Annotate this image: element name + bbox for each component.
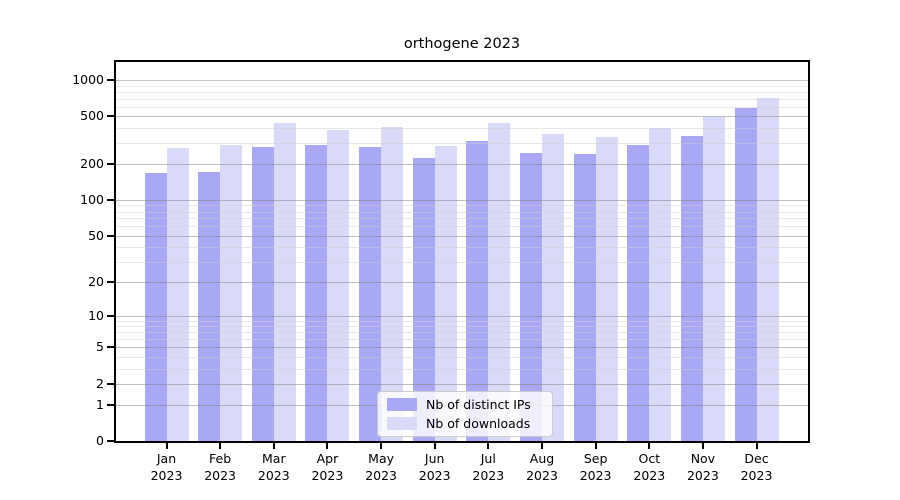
x-tick-mark xyxy=(701,443,704,449)
major-gridline xyxy=(116,200,808,201)
bar-downloads-dec xyxy=(756,97,779,441)
minor-gridline xyxy=(116,226,808,228)
chart-title: orthogene 2023 xyxy=(403,36,521,52)
x-tick-label-sep: Sep 2023 xyxy=(579,451,612,483)
legend: Nb of distinct IPs Nb of downloads xyxy=(377,391,553,437)
major-gridline xyxy=(116,116,808,118)
bar-distinct-ips-may xyxy=(359,146,382,441)
y-tick-label: 5 xyxy=(96,339,104,355)
y-tick-mark xyxy=(107,199,114,201)
y-tick-label: 1000 xyxy=(72,72,104,88)
y-tick-label: 2 xyxy=(96,375,104,391)
bar-distinct-ips-feb xyxy=(198,171,221,441)
plot-area xyxy=(114,60,810,443)
x-tick-label-jan: Jan 2023 xyxy=(150,451,183,483)
y-tick-label: 50 xyxy=(88,227,104,243)
y-tick-label: 1 xyxy=(96,396,104,412)
legend-label: Nb of distinct IPs xyxy=(426,397,531,412)
distinct-ips-swatch xyxy=(387,398,417,411)
x-tick-label-dec: Dec 2023 xyxy=(740,451,773,483)
minor-gridline xyxy=(116,261,808,263)
y-tick-label: 100 xyxy=(80,192,104,207)
major-gridline xyxy=(116,164,808,165)
x-tick-label-aug: Aug 2023 xyxy=(526,451,558,483)
y-tick-label: 20 xyxy=(88,274,104,289)
bar-downloads-aug xyxy=(541,133,564,441)
minor-gridline xyxy=(116,91,808,93)
minor-gridline xyxy=(116,128,808,129)
x-tick-mark xyxy=(380,443,383,449)
bar-distinct-ips-mar xyxy=(251,147,274,441)
x-tick-label-oct: Oct 2023 xyxy=(633,451,666,483)
x-tick-mark xyxy=(433,443,436,449)
y-tick-mark xyxy=(107,403,114,406)
x-tick-label-feb: Feb 2023 xyxy=(204,451,236,483)
minor-gridline xyxy=(116,142,808,144)
x-tick-mark xyxy=(272,443,275,449)
y-tick-mark xyxy=(107,115,114,118)
y-tick-mark xyxy=(107,79,114,82)
y-tick-mark xyxy=(107,382,114,385)
legend-item-downloads: Nb of downloads xyxy=(387,416,543,431)
x-tick-label-jun: Jun 2023 xyxy=(418,451,451,483)
bar-downloads-jan xyxy=(166,148,189,441)
x-tick-mark xyxy=(755,443,758,449)
major-gridline xyxy=(116,80,808,82)
y-tick-label: 0 xyxy=(96,433,104,448)
x-tick-mark xyxy=(165,443,168,449)
x-tick-mark xyxy=(487,443,490,449)
bar-distinct-ips-jul xyxy=(466,140,489,441)
x-tick-label-jul: Jul 2023 xyxy=(472,451,505,483)
y-tick-mark xyxy=(107,346,114,349)
major-gridline xyxy=(116,347,808,349)
minor-gridline xyxy=(116,85,808,87)
y-tick-mark xyxy=(107,440,114,442)
bar-downloads-nov xyxy=(702,116,725,441)
minor-gridline xyxy=(116,368,808,370)
downloads-swatch xyxy=(387,417,417,430)
y-tick-mark xyxy=(107,281,114,283)
minor-gridline xyxy=(116,205,808,207)
minor-gridline xyxy=(116,98,808,100)
x-tick-mark xyxy=(541,443,543,449)
major-gridline xyxy=(116,383,808,385)
bar-distinct-ips-jan xyxy=(144,173,167,441)
bar-downloads-sep xyxy=(595,136,618,441)
minor-gridline xyxy=(116,332,808,334)
major-gridline xyxy=(116,282,808,283)
bar-downloads-jun xyxy=(434,145,457,441)
legend-label: Nb of downloads xyxy=(426,416,531,431)
major-gridline xyxy=(116,315,808,317)
x-tick-mark xyxy=(219,443,222,449)
major-gridline xyxy=(116,235,808,237)
y-tick-mark xyxy=(107,163,114,165)
minor-gridline xyxy=(116,339,808,341)
y-tick-mark xyxy=(107,234,114,237)
x-tick-mark xyxy=(648,443,651,449)
minor-gridline xyxy=(116,211,808,213)
grid-layer xyxy=(116,62,808,441)
x-tick-mark xyxy=(326,443,329,449)
minor-gridline xyxy=(116,320,808,322)
minor-gridline xyxy=(116,326,808,328)
minor-gridline xyxy=(116,218,808,220)
bar-distinct-ips-jun xyxy=(412,158,435,441)
y-tick-label: 10 xyxy=(88,307,104,323)
x-tick-mark xyxy=(594,443,597,449)
minor-gridline xyxy=(116,106,808,108)
y-tick-mark xyxy=(107,314,114,317)
legend-item-distinct-ips: Nb of distinct IPs xyxy=(387,397,543,412)
x-tick-label-mar: Mar 2023 xyxy=(257,451,290,483)
bar-downloads-mar xyxy=(273,122,296,441)
x-tick-label-nov: Nov 2023 xyxy=(686,451,719,483)
y-tick-label: 500 xyxy=(80,108,104,124)
x-tick-label-may: May 2023 xyxy=(365,451,397,483)
x-tick-label-apr: Apr 2023 xyxy=(311,451,344,483)
bar-downloads-apr xyxy=(327,129,350,441)
y-tick-label: 200 xyxy=(80,156,104,171)
minor-gridline xyxy=(116,247,808,249)
minor-gridline xyxy=(116,356,808,358)
